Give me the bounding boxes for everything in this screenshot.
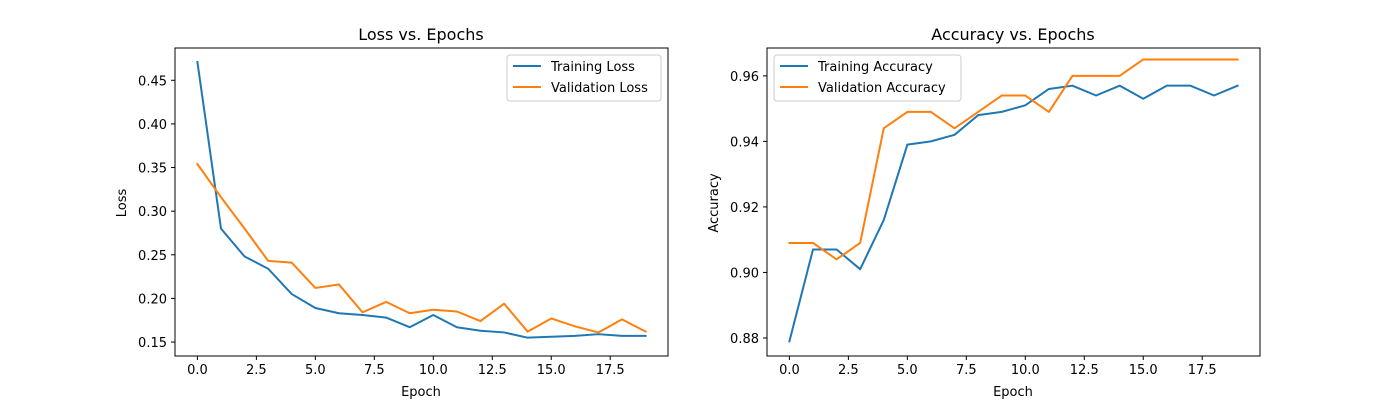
y-tick-label: 0.96 [730,70,759,85]
plot-frame [766,47,1261,357]
series-line-training-loss [196,60,647,339]
legend-label-validation-loss: Validation Loss [551,81,648,96]
x-ticks: 0.0 2.5 5.0 7.5 10.0 12.5 15.0 17.5 [187,356,625,378]
x-tick-label: 12.5 [478,363,507,378]
y-tick-label: 0.40 [138,118,167,133]
series-line-validation-loss [196,162,647,334]
y-tick-label: 0.35 [138,162,167,177]
legend-label-training-accuracy: Training Accuracy [817,60,933,75]
x-axis-label: Epoch [401,385,441,400]
x-tick-label: 7.5 [956,363,977,378]
x-axis-label: Epoch [993,385,1033,400]
chart-title: Loss vs. Epochs [358,25,483,44]
y-tick-label: 0.94 [730,135,759,150]
y-tick-label: 0.88 [730,332,759,347]
x-ticks: 0.0 2.5 5.0 7.5 10.0 12.5 15.0 17.5 [779,356,1217,378]
series-layer [196,60,647,339]
x-tick-label: 17.5 [596,363,625,378]
x-tick-label: 15.0 [1129,363,1158,378]
series-line-training-accuracy [788,84,1239,343]
y-tick-label: 0.20 [138,292,167,307]
y-tick-label: 0.30 [138,205,167,220]
legend: Training Loss Validation Loss [506,54,662,102]
series-layer [788,58,1239,343]
x-tick-label: 5.0 [897,363,918,378]
loss-chart: Loss vs. Epochs Epoch Loss 0.0 2.5 5.0 7.5 1… [115,25,669,400]
y-axis-label: Accuracy [707,173,722,233]
legend-box [773,54,962,102]
y-ticks: 0.15 0.20 0.25 0.30 0.35 0.40 0.45 [138,74,175,351]
x-tick-label: 10.0 [1011,363,1040,378]
x-tick-label: 10.0 [419,363,448,378]
x-tick-label: 12.5 [1070,363,1099,378]
x-tick-label: 2.5 [838,363,859,378]
accuracy-chart: Accuracy vs. Epochs Epoch Accuracy 0.0 2.… [707,25,1261,400]
x-tick-label: 15.0 [537,363,566,378]
x-tick-label: 7.5 [364,363,385,378]
legend-label-training-loss: Training Loss [550,60,635,75]
y-axis-label: Loss [115,189,130,218]
x-tick-label: 5.0 [305,363,326,378]
y-tick-label: 0.25 [138,249,167,264]
plot-frame [174,47,669,357]
y-tick-label: 0.45 [138,74,167,89]
x-tick-label: 0.0 [779,363,800,378]
legend: Training Accuracy Validation Accuracy [773,54,962,102]
y-tick-label: 0.92 [730,201,759,216]
y-tick-label: 0.90 [730,266,759,281]
y-tick-label: 0.15 [138,336,167,351]
series-line-validation-accuracy [788,58,1239,261]
y-ticks: 0.88 0.90 0.92 0.94 0.96 [730,70,767,347]
x-tick-label: 2.5 [246,363,267,378]
x-tick-label: 0.0 [187,363,208,378]
x-tick-label: 17.5 [1188,363,1217,378]
legend-label-validation-accuracy: Validation Accuracy [818,81,946,96]
chart-title: Accuracy vs. Epochs [931,25,1094,44]
legend-box [506,54,662,102]
